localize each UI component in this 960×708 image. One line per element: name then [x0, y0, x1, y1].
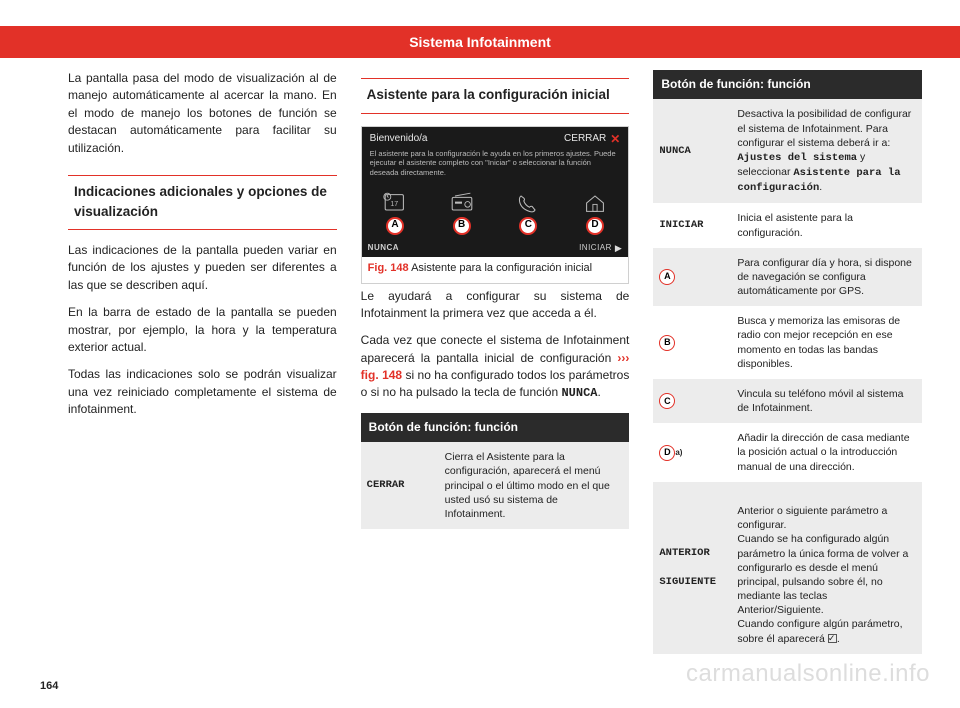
close-label: CERRAR	[564, 132, 606, 147]
checkmark-icon	[828, 634, 837, 643]
radio-icon	[448, 191, 476, 215]
table-row: B Busca y memoriza las emisoras de radio…	[653, 306, 922, 379]
fn-nav-label: ANTERIOR SIGUIENTE	[653, 482, 729, 654]
iniciar-group: INICIAR ▶	[579, 242, 622, 255]
letter-a-icon: A	[659, 269, 675, 285]
fn-nunca-label: NUNCA	[653, 99, 729, 203]
phone-icon	[514, 191, 542, 215]
svg-text:17: 17	[390, 200, 398, 207]
column-right: Botón de función: función NUNCA Desactiv…	[653, 70, 922, 668]
play-icon: ▶	[615, 242, 622, 255]
fn-iniciar-desc: Inicia el asistente para la configuració…	[729, 203, 922, 247]
nav-desc-text: Anterior o siguiente parámetro a configu…	[737, 505, 908, 645]
home-icon	[581, 191, 609, 215]
iniciar-label: INICIAR	[579, 242, 612, 254]
letter-a-badge: A	[386, 217, 404, 235]
welcome-label: Bienvenido/a	[370, 132, 428, 147]
mono-nunca: NUNCA	[561, 386, 597, 400]
anterior-label: ANTERIOR	[659, 546, 709, 561]
paragraph: Cada vez que conecte el sistema de Infot…	[361, 332, 630, 403]
fn-d-label: Da)	[653, 423, 729, 482]
mono-span: Ajustes del sistema	[737, 152, 857, 164]
letter-c-badge: C	[519, 217, 537, 235]
letter-b-icon: B	[659, 335, 675, 351]
fn-c-desc: Vincula su teléfono móvil al sistema de …	[729, 379, 922, 423]
figure-description: El asistente para la configuración le ay…	[370, 149, 621, 178]
figure-icon-phone: C	[514, 191, 542, 235]
table-row: Da) Añadir la dirección de casa mediante…	[653, 423, 922, 482]
page-number: 164	[40, 680, 58, 692]
table-row: A Para configurar día y hora, si dispone…	[653, 248, 922, 307]
section-banner: Sistema Infotainment	[0, 26, 960, 58]
fn-b-desc: Busca y memoriza las emisoras de radio c…	[729, 306, 922, 379]
paragraph: Le ayudará a configurar su sistema de In…	[361, 288, 630, 323]
footnote-sup: a)	[675, 447, 682, 459]
paragraph: En la barra de estado de la pantalla se …	[68, 304, 337, 356]
calendar-clock-icon: 17	[381, 191, 409, 215]
letter-b-badge: B	[453, 217, 471, 235]
fn-a-label: A	[653, 248, 729, 307]
figure-caption: Fig. 148 Asistente para la configuración…	[362, 257, 629, 283]
figure-icon-home: D	[581, 191, 609, 235]
letter-d-badge: D	[586, 217, 604, 235]
figure-icon-radio: B	[448, 191, 476, 235]
fn-iniciar-label: INICIAR	[653, 203, 729, 247]
figure-screenshot: Bienvenido/a CERRAR ✕ El asistente para …	[362, 127, 629, 257]
table-row: NUNCA Desactiva la posibilidad de config…	[653, 99, 922, 203]
nunca-label: NUNCA	[368, 242, 399, 255]
table-row: CERRAR Cierra el Asistente para la confi…	[361, 442, 630, 529]
paragraph: Todas las indicaciones solo se podrán vi…	[68, 366, 337, 418]
table-row: INICIAR Inicia el asistente para la conf…	[653, 203, 922, 247]
table-row: C Vincula su teléfono móvil al sistema d…	[653, 379, 922, 423]
table-header: Botón de función: función	[653, 70, 922, 99]
fn-cerrar-label: CERRAR	[361, 442, 437, 529]
text-span: .	[819, 181, 822, 193]
manual-page: Sistema Infotainment La pantalla pasa de…	[0, 0, 960, 708]
figure-icon-row: 17 A	[362, 191, 629, 235]
paragraph: Las indicaciones de la pantalla pueden v…	[68, 242, 337, 294]
figure-bottom-bar: NUNCA INICIAR ▶	[368, 242, 623, 255]
text-span: .	[598, 385, 601, 399]
section-title: Sistema Infotainment	[409, 34, 551, 50]
close-group: CERRAR ✕	[564, 131, 620, 148]
fn-nunca-desc: Desactiva la posibilidad de configurar e…	[729, 99, 922, 203]
figure-caption-text: Asistente para la configuración inicial	[411, 262, 592, 274]
figure-label: Fig. 148	[368, 262, 409, 274]
letter-d-icon: D	[659, 445, 675, 461]
fn-d-desc: Añadir la dirección de casa mediante la …	[729, 423, 922, 482]
figure-148: Bienvenido/a CERRAR ✕ El asistente para …	[361, 126, 630, 284]
text-span: Desactiva la posibilidad de configurar e…	[737, 108, 911, 148]
fn-cerrar-desc: Cierra el Asistente para la configuració…	[437, 442, 630, 529]
fn-a-desc: Para configurar día y hora, si dispone d…	[729, 248, 922, 307]
column-middle: Asistente para la configuración inicial …	[361, 70, 630, 668]
intro-paragraph: La pantalla pasa del modo de visualizaci…	[68, 70, 337, 157]
fn-c-label: C	[653, 379, 729, 423]
figure-icon-clock: 17 A	[381, 191, 409, 235]
subheading-indicaciones: Indicaciones adicionales y opciones de v…	[68, 175, 337, 230]
close-icon: ✕	[610, 131, 620, 148]
letter-c-icon: C	[659, 393, 675, 409]
column-left: La pantalla pasa del modo de visualizaci…	[68, 70, 337, 668]
text-span: Cada vez que conecte el sistema de Infot…	[361, 333, 630, 364]
columns-wrapper: La pantalla pasa del modo de visualizaci…	[68, 70, 922, 668]
siguiente-label: SIGUIENTE	[659, 575, 716, 590]
table-header: Botón de función: función	[361, 413, 630, 442]
fn-nav-desc: Anterior o siguiente parámetro a configu…	[729, 482, 922, 654]
subheading-asistente: Asistente para la configuración inicial	[361, 78, 630, 114]
table-row: ANTERIOR SIGUIENTE Anterior o siguiente …	[653, 482, 922, 654]
fn-b-label: B	[653, 306, 729, 379]
